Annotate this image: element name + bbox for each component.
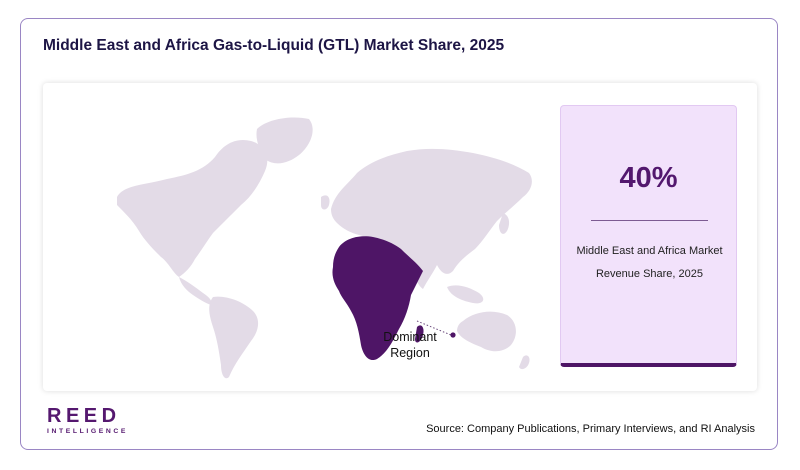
south-america-region	[209, 296, 259, 379]
eurasia-region	[331, 148, 532, 289]
southeast-asia-region	[447, 285, 484, 304]
north-america-region	[117, 139, 268, 277]
world-map	[117, 117, 532, 379]
callout-line-2: Region	[390, 346, 430, 360]
stat-label-line-1: Middle East and Africa Market	[576, 245, 723, 257]
madagascar-region	[415, 325, 424, 343]
japan-region	[499, 213, 510, 234]
logo-sub-text: INTELLIGENCE	[47, 428, 129, 435]
greenland-region	[256, 117, 313, 164]
new-zealand-region	[519, 355, 530, 370]
stat-card: 40% Middle East and Africa Market Revenu…	[560, 105, 737, 367]
dominant-region-callout: Dominant Region	[379, 329, 441, 361]
stat-label-line-2: Revenue Share, 2025	[595, 268, 704, 280]
chart-title: Middle East and Africa Gas-to-Liquid (GT…	[43, 37, 505, 54]
uk-region	[321, 195, 330, 210]
callout-leader-line	[416, 320, 452, 336]
middle-east-africa-region	[332, 236, 423, 361]
stat-value: 40%	[619, 162, 678, 194]
reed-intelligence-logo: REED INTELLIGENCE	[47, 405, 147, 437]
callout-line-1: Dominant	[383, 330, 437, 344]
chart-card: Middle East and Africa Gas-to-Liquid (GT…	[20, 18, 778, 450]
central-america-region	[179, 277, 212, 305]
other-regions	[117, 117, 532, 379]
callout-dot	[450, 332, 456, 338]
source-note: Source: Company Publications, Primary In…	[426, 423, 755, 435]
stat-divider	[591, 220, 708, 221]
stat-label: Middle East and Africa Market Revenue Sh…	[569, 240, 730, 286]
map-panel: Dominant Region 40% Middle East and Afri…	[43, 83, 757, 391]
logo-main-text: REED	[47, 405, 121, 427]
australia-region	[457, 311, 516, 352]
